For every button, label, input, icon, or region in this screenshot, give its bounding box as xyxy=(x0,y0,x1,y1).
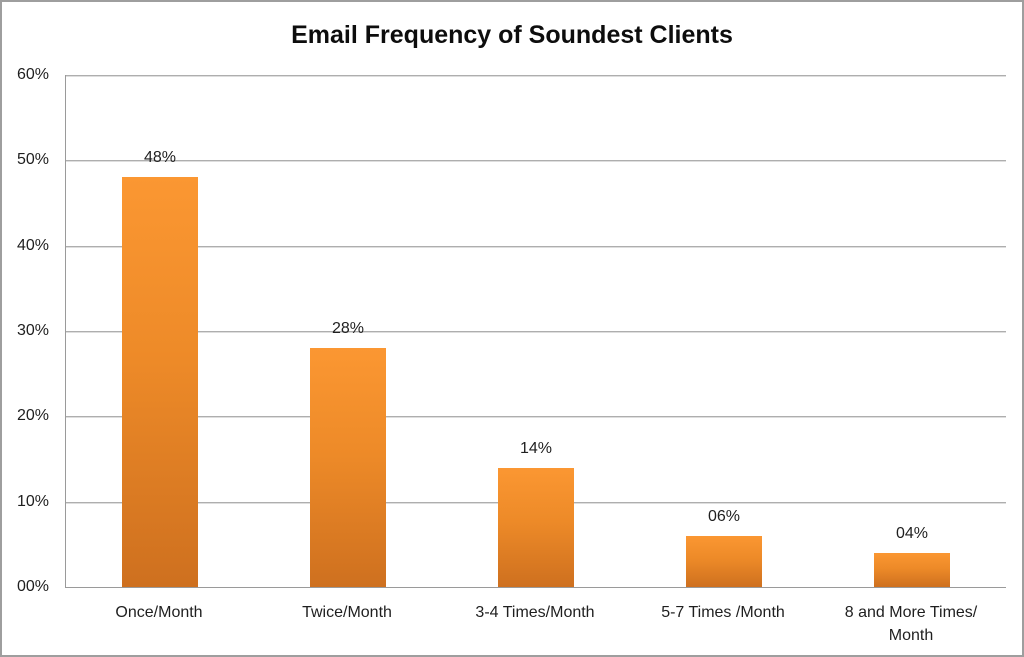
y-axis-tick-label: 30% xyxy=(16,322,49,339)
gridline xyxy=(66,160,1006,162)
x-axis-category-label: Once/Month xyxy=(115,604,203,621)
bar-value-label: 48% xyxy=(143,149,177,167)
gridline xyxy=(66,245,1006,247)
bar-value-label: 14% xyxy=(519,439,553,457)
bar xyxy=(122,177,198,587)
bar-value-label: 28% xyxy=(331,320,365,338)
bar-slot: 06% xyxy=(630,75,818,587)
x-axis-category-label: 3-4 Times/Month xyxy=(475,604,595,621)
bar-value-label: 04% xyxy=(895,524,929,542)
bar-slot: 14% xyxy=(442,75,630,587)
bar xyxy=(874,552,950,587)
y-axis-tick-label: 00% xyxy=(16,578,49,595)
plot-area: 48% 28% 14% 06% 04% xyxy=(65,75,1006,588)
chart-title: Email Frequency of Soundest Clients xyxy=(291,21,733,49)
x-axis-category-label: 8 and More Times/ Month xyxy=(844,604,978,644)
bar-slot: 48% xyxy=(66,75,254,587)
gridline xyxy=(66,75,1006,76)
bar xyxy=(310,348,386,587)
bar xyxy=(498,467,574,587)
y-axis-tick-label: 50% xyxy=(16,151,49,169)
x-axis-category-label: 5-7 Times /Month xyxy=(661,604,785,621)
y-axis-tick-label: 10% xyxy=(16,492,49,510)
bar-slot: 04% xyxy=(818,75,1006,587)
y-axis-tick-label: 60% xyxy=(16,66,49,83)
y-axis-tick-label: 40% xyxy=(16,236,49,254)
gridline xyxy=(66,416,1006,418)
bar-slot: 28% xyxy=(254,75,442,587)
bar-value-label: 06% xyxy=(707,507,741,525)
x-axis-category-label: Twice/Month xyxy=(302,604,392,621)
gridline xyxy=(66,331,1006,332)
bar xyxy=(686,535,762,587)
y-axis-tick-label: 20% xyxy=(16,407,49,425)
